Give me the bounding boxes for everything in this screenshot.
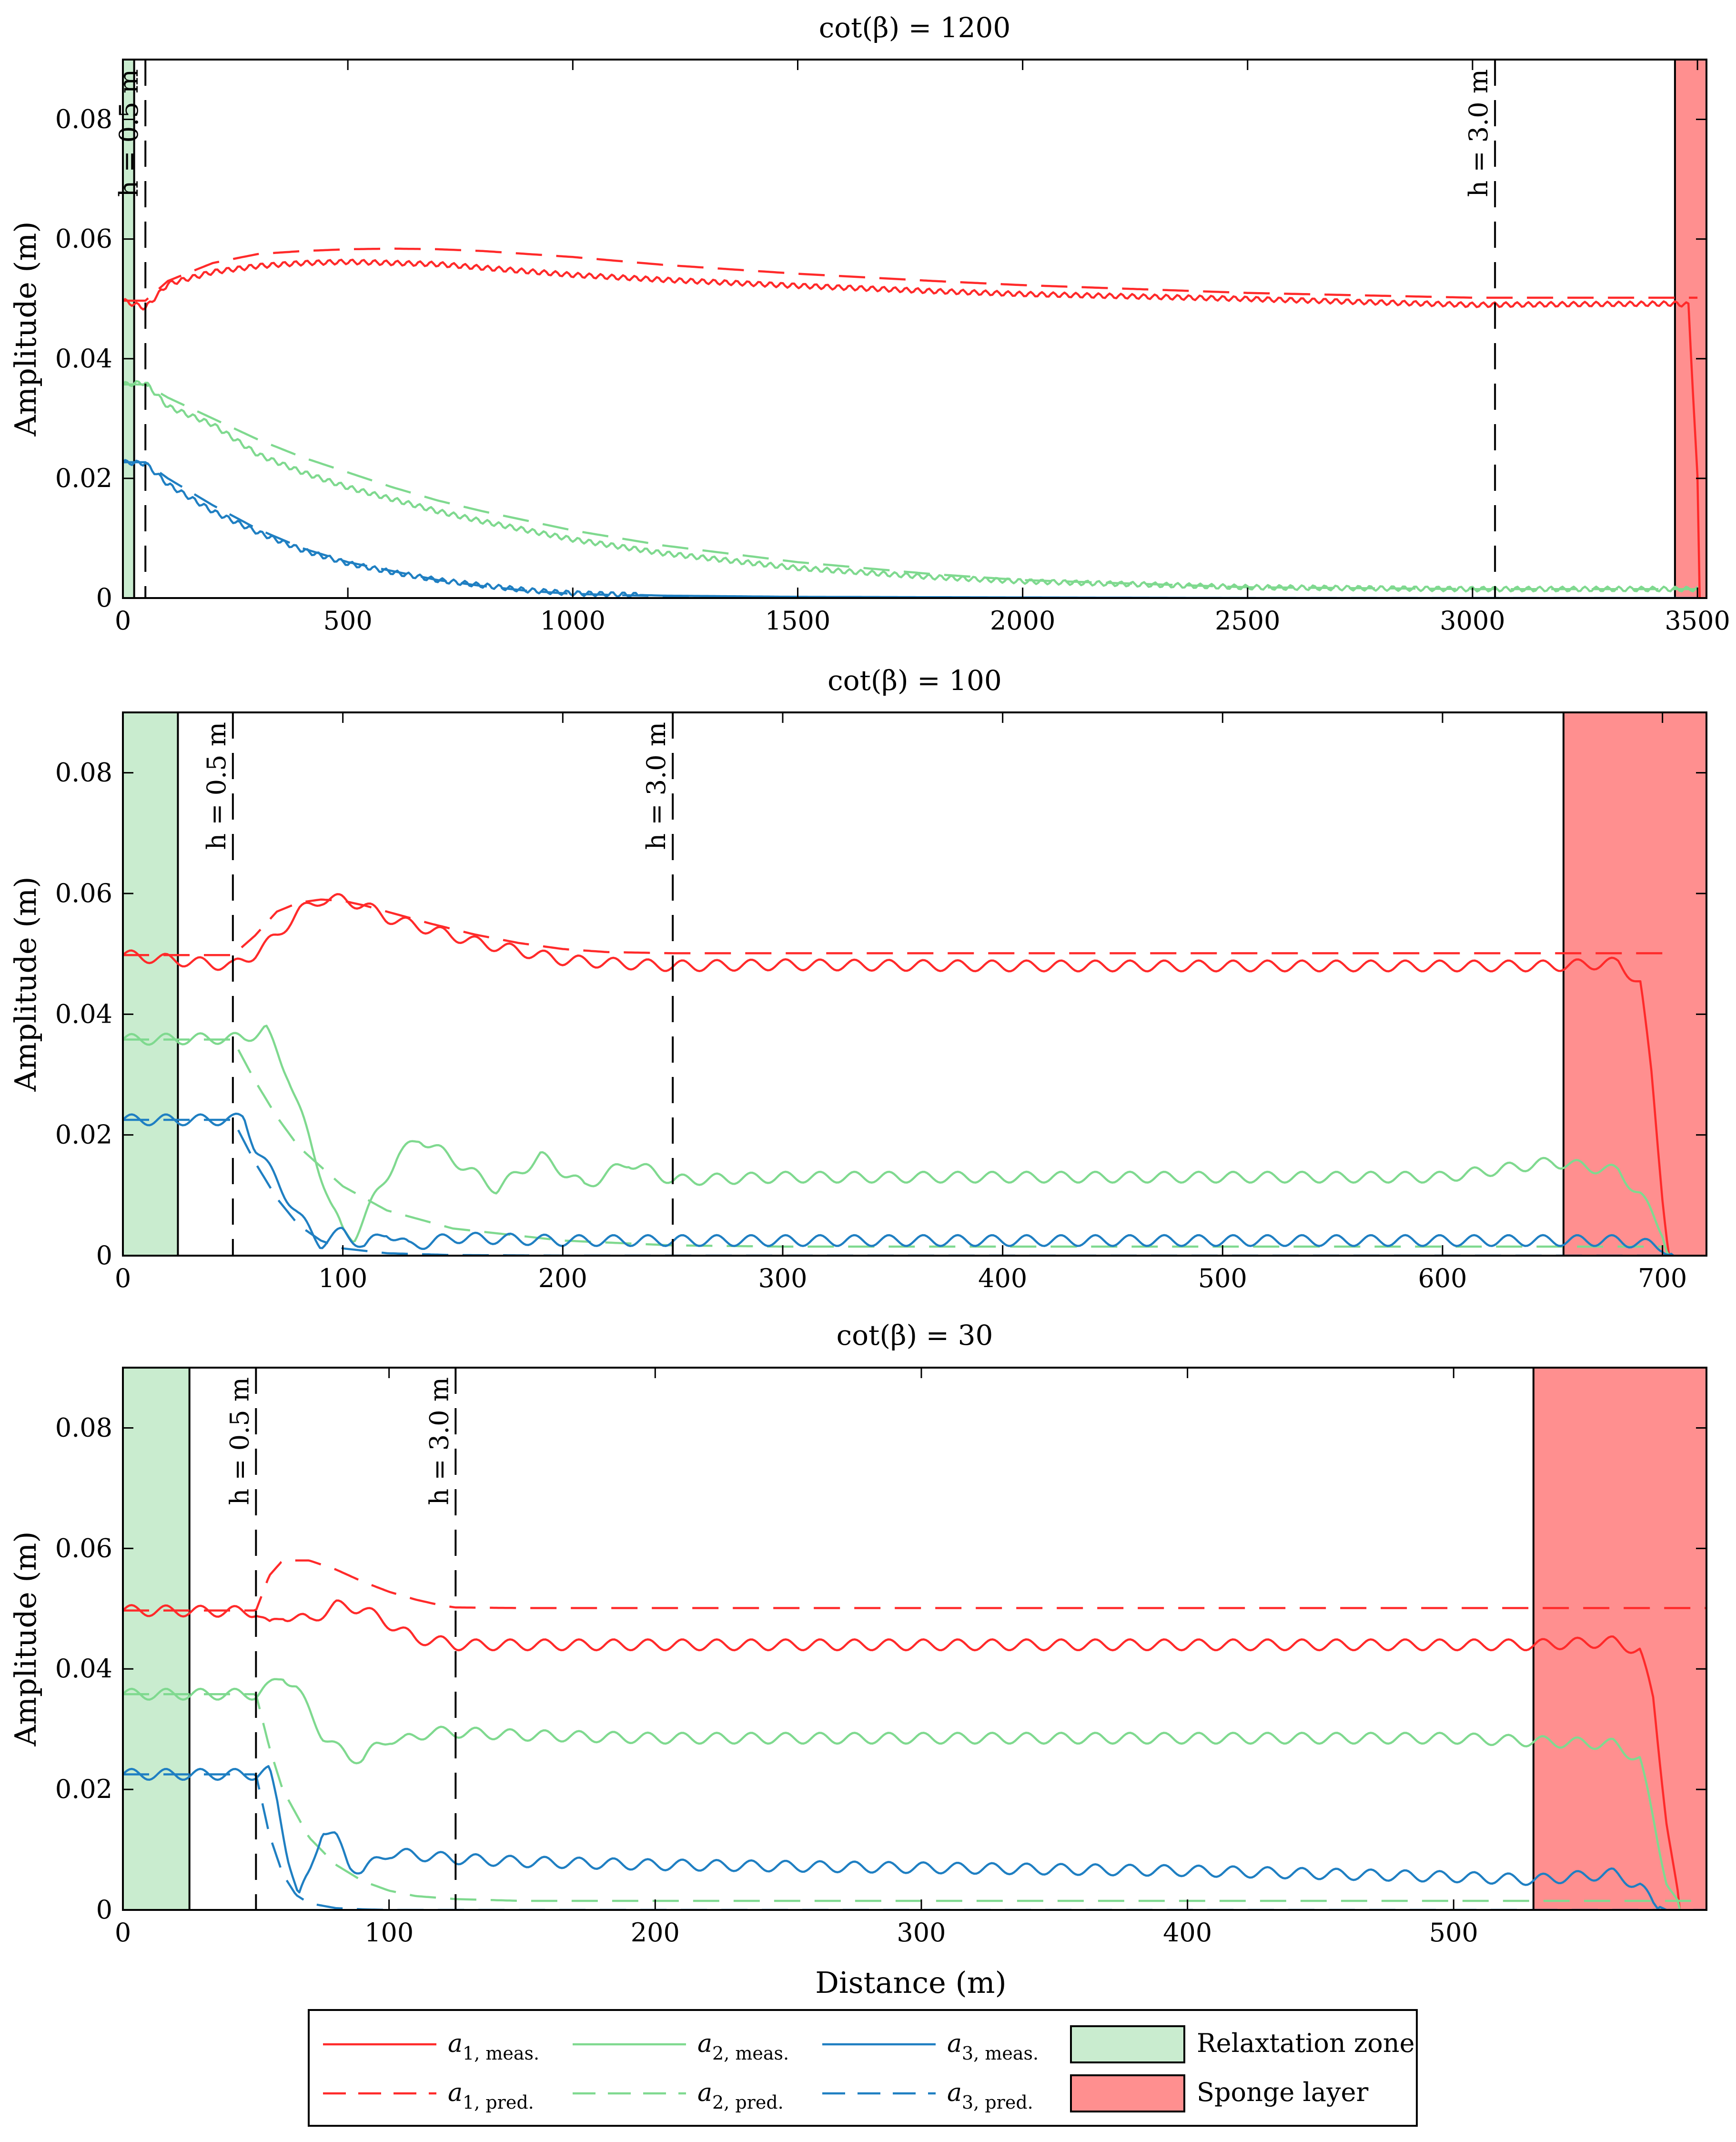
- series-line-a2-pred: [123, 1038, 1663, 1248]
- x-tick-label: 600: [1418, 1263, 1467, 1293]
- x-tick-label: 0: [115, 606, 131, 636]
- y-tick-label: 0.08: [55, 758, 112, 788]
- plot-frame: [122, 59, 1707, 599]
- x-tick-label: 300: [758, 1263, 807, 1293]
- series-line-a2-meas: [123, 1025, 1670, 1256]
- x-tick-label: 300: [897, 1918, 946, 1948]
- y-tick-label: 0.04: [55, 999, 112, 1029]
- y-tick-label: 0.06: [55, 1533, 112, 1563]
- series-line-a1-pred: [123, 898, 1663, 956]
- x-tick-label: 2000: [990, 606, 1055, 636]
- series-line-a2-pred: [123, 1693, 1706, 1902]
- legend-label-sub: 3, meas.: [962, 2043, 1039, 2064]
- legend-patch-relaxation: [1070, 2025, 1185, 2063]
- legend: a1, meas. a2, meas. a3, meas.a1, pred. a2, …: [308, 2009, 1418, 2127]
- y-tick-label: 0: [96, 583, 112, 613]
- x-tick-label: 400: [1163, 1918, 1212, 1948]
- series-line-a3-meas: [123, 1112, 1675, 1256]
- legend-patch-sponge: [1070, 2074, 1185, 2112]
- y-tick-label: 0.02: [55, 463, 112, 493]
- series-line-a1-meas: [123, 258, 1701, 598]
- y-tick-label: 0.04: [55, 344, 112, 374]
- x-tick-label: 3000: [1440, 606, 1505, 636]
- depth-marker-label: h = 0.5 m: [114, 69, 144, 197]
- legend-label-sub: 1, pred.: [463, 2092, 534, 2113]
- legend-patch-label-sponge: Sponge layer: [1197, 2077, 1368, 2107]
- x-tick-label: 1500: [765, 606, 830, 636]
- y-axis-label: Amplitude (m): [8, 221, 43, 437]
- y-axis-label: Amplitude (m): [8, 876, 43, 1092]
- chart-panel-3: cot(β) = 30 h = 0.5 m h = 3.0 m 0 100 200 300 4…: [8, 1319, 1708, 1948]
- series-line-a2-pred: [123, 383, 1698, 590]
- sponge-layer: [1532, 1367, 1708, 1911]
- relaxation-zone: [122, 1367, 191, 1911]
- legend-label-sub: 2, pred.: [712, 2092, 784, 2113]
- relaxation-zone: [122, 711, 179, 1257]
- legend-box: [308, 2009, 1418, 2127]
- y-tick-label: 0: [96, 1895, 112, 1925]
- series-line-a1-meas: [123, 893, 1670, 1256]
- x-tick-label: 100: [318, 1263, 367, 1293]
- depth-marker-label: h = 0.5 m: [224, 1377, 254, 1505]
- plot-frame: [122, 1367, 1707, 1911]
- series-line-a2-meas: [123, 1678, 1681, 1910]
- x-axis-label: Distance (m): [815, 1965, 1006, 2000]
- y-tick-label: 0.04: [55, 1654, 112, 1684]
- chart-title: cot(β) = 30: [837, 1319, 993, 1351]
- series-line-a1-pred: [123, 1559, 1706, 1612]
- chart-panel-2: cot(β) = 100 h = 0.5 m h = 3.0 m 0 100 200 300…: [8, 664, 1708, 1293]
- x-tick-label: 100: [364, 1918, 414, 1948]
- x-tick-label: 200: [538, 1263, 587, 1293]
- y-tick-label: 0.08: [55, 1412, 112, 1442]
- series-group: [123, 247, 1701, 598]
- x-tick-label: 200: [631, 1918, 680, 1948]
- y-tick-label: 0.02: [55, 1120, 112, 1150]
- y-tick-label: 0.02: [55, 1774, 112, 1804]
- chart-panel-1: cot(β) = 1200 h = 0.5 m h = 3.0 m 0 500 1000 1…: [8, 11, 1730, 636]
- series-group: [123, 893, 1675, 1256]
- legend-patch-label-relaxation: Relaxtation zone: [1197, 2028, 1415, 2058]
- plot-frame: [122, 711, 1707, 1257]
- x-tick-label: 500: [323, 606, 373, 636]
- y-tick-label: 0.06: [55, 878, 112, 908]
- x-tick-label: 2500: [1215, 606, 1280, 636]
- y-tick-label: 0.06: [55, 224, 112, 254]
- series-line-a3-meas: [123, 1765, 1667, 1910]
- legend-label-sub: 2, meas.: [712, 2043, 789, 2064]
- x-tick-label: 400: [978, 1263, 1027, 1293]
- legend-label-sub: 1, meas.: [463, 2043, 539, 2064]
- depth-marker-label: h = 0.5 m: [202, 722, 232, 850]
- y-tick-label: 0.08: [55, 104, 112, 134]
- legend-label-sub: 3, pred.: [962, 2092, 1033, 2113]
- x-tick-label: 500: [1429, 1918, 1478, 1948]
- series-line-a3-pred: [123, 1773, 1706, 1910]
- series-line-a2-meas: [123, 380, 1698, 593]
- chart-title: cot(β) = 100: [828, 664, 1002, 697]
- y-axis-label: Amplitude (m): [8, 1531, 43, 1746]
- x-tick-label: 1000: [540, 606, 606, 636]
- y-tick-label: 0: [96, 1240, 112, 1270]
- x-tick-label: 3500: [1665, 606, 1730, 636]
- depth-marker-label: h = 3.0 m: [424, 1377, 454, 1505]
- series-group: [123, 1559, 1706, 1910]
- chart-title: cot(β) = 1200: [819, 11, 1011, 44]
- sponge-layer: [1562, 711, 1708, 1257]
- x-tick-label: 500: [1198, 1263, 1247, 1293]
- x-tick-label: 0: [115, 1918, 131, 1948]
- depth-marker-label: h = 3.0 m: [1463, 69, 1494, 197]
- x-tick-label: 700: [1638, 1263, 1687, 1293]
- depth-marker-label: h = 3.0 m: [641, 722, 671, 850]
- series-line-a1-meas: [123, 1599, 1681, 1910]
- x-tick-label: 0: [115, 1263, 131, 1293]
